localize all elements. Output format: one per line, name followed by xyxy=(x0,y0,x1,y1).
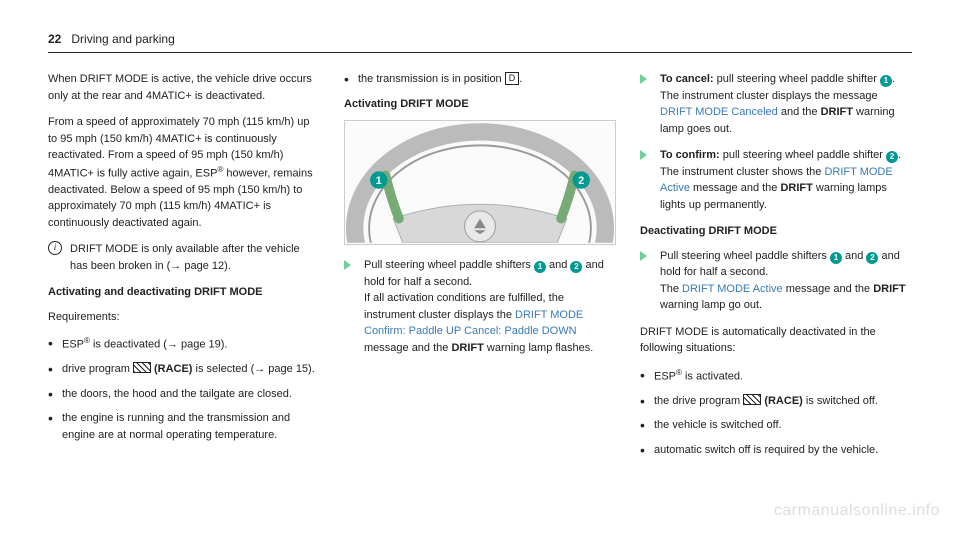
page-header: 22 Driving and parking xyxy=(48,30,912,53)
list-item: the vehicle is switched off. xyxy=(640,417,912,434)
list-item: drive program (RACE) is selected (→ page… xyxy=(48,361,320,378)
list-item: automatic switch off is required by the … xyxy=(640,442,912,459)
list-item: the engine is running and the transmissi… xyxy=(48,410,320,443)
page-number: 22 xyxy=(48,30,61,48)
subheading: Deactivating DRIFT MODE xyxy=(640,223,912,240)
subheading: Activating and deactivating DRIFT MODE xyxy=(48,284,320,301)
callout-2-icon: 2 xyxy=(866,252,878,264)
steering-wheel-figure: 1 2 xyxy=(344,120,616,245)
step: Pull steering wheel paddle shifters 1 an… xyxy=(344,257,616,356)
callout-2-icon: 2 xyxy=(886,151,898,163)
watermark: carmanualsonline.info xyxy=(774,499,940,523)
list-item: ESP® is activated. xyxy=(640,367,912,385)
race-flag-icon xyxy=(133,362,151,373)
info-note: i DRIFT MODE is only available after the… xyxy=(48,241,320,274)
para: From a speed of approximately 70 mph (11… xyxy=(48,114,320,231)
para: Requirements: xyxy=(48,309,320,326)
info-icon: i xyxy=(48,241,62,255)
list-item: the transmission is in position D. xyxy=(344,71,616,88)
column-1: When DRIFT MODE is active, the vehicle d… xyxy=(48,71,320,466)
step-deactivate: Pull steering wheel paddle shifters 1 an… xyxy=(640,248,912,314)
subheading: Activating DRIFT MODE xyxy=(344,96,616,113)
page-title: Driving and parking xyxy=(71,30,174,48)
column-2: the transmission is in position D. Activ… xyxy=(344,71,616,466)
content-columns: When DRIFT MODE is active, the vehicle d… xyxy=(48,71,912,466)
step-cancel: To cancel: pull steering wheel paddle sh… xyxy=(640,71,912,137)
column-3: To cancel: pull steering wheel paddle sh… xyxy=(640,71,912,466)
callout-2-icon: 2 xyxy=(570,261,582,273)
list-item: the doors, the hood and the tailgate are… xyxy=(48,386,320,403)
callout-1-icon: 1 xyxy=(534,261,546,273)
req-continued: the transmission is in position D. xyxy=(344,71,616,88)
para: DRIFT MODE is automatically deactivated … xyxy=(640,324,912,357)
gear-d-icon: D xyxy=(505,72,520,85)
list-item: the drive program (RACE) is switched off… xyxy=(640,393,912,410)
step-confirm: To confirm: pull steering wheel paddle s… xyxy=(640,147,912,213)
callout-1-icon: 1 xyxy=(830,252,842,264)
callout-1-icon: 1 xyxy=(880,75,892,87)
svg-text:2: 2 xyxy=(578,175,584,187)
race-flag-icon xyxy=(743,394,761,405)
svg-text:1: 1 xyxy=(376,175,382,187)
steering-wheel-svg: 1 2 xyxy=(345,121,615,244)
requirements-list: ESP® is deactivated (→ page 19). drive p… xyxy=(48,335,320,443)
deactivate-list: ESP® is activated. the drive program (RA… xyxy=(640,367,912,459)
list-item: ESP® is deactivated (→ page 19). xyxy=(48,335,320,353)
para: When DRIFT MODE is active, the vehicle d… xyxy=(48,71,320,104)
